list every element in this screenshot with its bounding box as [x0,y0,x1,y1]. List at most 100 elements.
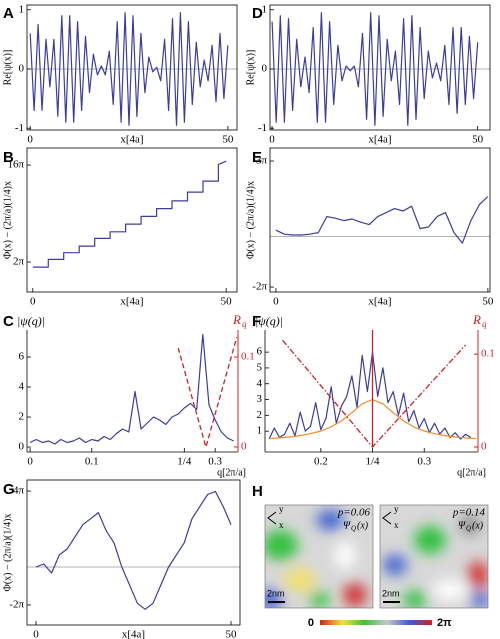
colorbar-min: 0 [308,617,314,629]
y-axis-label: |ψ(q)| [17,314,45,328]
x-tick-label: 50 [482,296,494,308]
map-frame [379,504,489,609]
axis-arrows [267,511,277,525]
x-axis-label: x[4a] [368,134,391,146]
map-image [380,505,488,608]
y2-tick-label: 0 [241,440,247,452]
psi-label: (x) [357,520,369,531]
x-tick-label: 0 [27,134,33,146]
panel-label: E [252,149,262,166]
panel-label: H [252,483,263,500]
map-frame [264,504,374,609]
x-tick-label: 0 [30,296,36,308]
x-axis-label: x[4a] [120,296,143,308]
axis-letter: y [394,504,399,514]
y-tick-label: 4π [13,485,25,497]
panel-label: G [3,481,15,498]
panel-label: C [3,313,14,330]
psi-label: Q [466,525,471,533]
y-tick-label: 1 [262,3,268,15]
y2-axis-label: R [472,312,481,327]
y-tick-label: 2 [19,411,25,423]
x-tick-label: 0 [33,629,39,639]
y-tick-label: 3 [257,393,263,405]
series-line [177,337,238,448]
plot-frame [26,147,238,293]
y-tick-label: 2π [13,256,25,268]
series-line [282,339,467,448]
y-tick-label: 16π [7,159,24,171]
y-tick-label: 0 [262,63,268,75]
x-tick-label: 50 [472,134,484,146]
x-tick-label: 1/4 [177,456,192,468]
p-label: p=0.14 [452,507,486,519]
y-axis-label: Re[ψ(x)] [245,50,256,86]
y-tick-label: 4 [19,381,25,393]
y-axis-label: Φ(x) − (2π/a)(1/4)x [2,514,13,592]
plot-frame [26,479,241,626]
y-axis-label: |ψ(q)| [255,314,283,328]
y-tick-label: 1 [19,3,25,15]
plot-frame [26,4,238,131]
y-tick-label: 6 [257,346,263,358]
y2-axis-label: R [232,312,241,327]
axis-arrows [382,511,392,525]
y-tick-label: 3π [256,155,268,167]
series-line [275,196,489,244]
series-line [271,12,479,126]
y-tick-label: 0 [19,441,25,453]
x-axis-label: x[4a] [120,134,143,146]
x-tick-label: 0 [269,134,275,146]
x-tick-label: 50 [221,296,233,308]
x-axis-label: q[2π/a] [217,467,246,478]
y2-tick-label: 0.1 [241,351,255,363]
x-axis-label: q[2π/a] [457,467,486,478]
y-axis-label: Re[ψ(x)] [2,50,13,86]
y-tick-label: -2π [252,281,267,293]
x-tick-label: 50 [222,134,234,146]
y-axis-label: Φ(x) − (2π/a)(1/4)x [2,181,13,259]
x-axis-label: x[4a] [122,629,145,639]
series-line [268,351,472,440]
colorbar [320,620,432,625]
plot-frame [269,147,491,293]
scale-label: 2nm [267,588,285,598]
y-axis-label: Φ(x) − (2π/a)(1/4)x [245,181,256,259]
map-image [265,505,373,608]
y-tick-label: 5 [257,361,263,373]
panel-label: A [3,5,14,22]
colorbar-max: 2π [437,617,452,629]
psi-label: Ψ [343,520,351,531]
x-tick-label: 0 [273,296,279,308]
x-tick-label: 0.3 [208,456,222,468]
y2-tick-label: 0 [481,441,487,453]
y2-axis-label: q [482,319,487,329]
series-line [29,333,234,445]
y2-tick-label: 0.1 [481,348,495,360]
y-tick-label: 4 [257,377,263,389]
psi-label: Q [351,525,356,533]
p-label: p=0.06 [337,507,371,519]
y-tick-label: 6 [19,351,25,363]
panel-label: D [252,5,263,22]
x-tick-label: 0 [27,456,33,468]
axis-letter: y [279,504,284,514]
x-axis-label: x[4a] [368,296,391,308]
y2-axis-label: q [242,319,247,329]
x-tick-label: 50 [226,629,238,639]
x-tick-label: 0.3 [417,456,431,468]
axis-letter: x [394,520,399,530]
panel-h: H [252,483,489,629]
panel-label: B [3,149,14,166]
panel-label: F [252,313,261,330]
axis-letter: x [279,520,284,530]
series-line [32,160,227,268]
series-line [29,12,229,126]
psi-label: Ψ [458,520,466,531]
x-tick-label: 1/4 [366,456,381,468]
y-tick-label: -1 [15,122,24,134]
y-tick-label: -1 [258,122,267,134]
y-tick-label: 2 [257,409,263,421]
x-tick-label: 0.2 [314,456,328,468]
